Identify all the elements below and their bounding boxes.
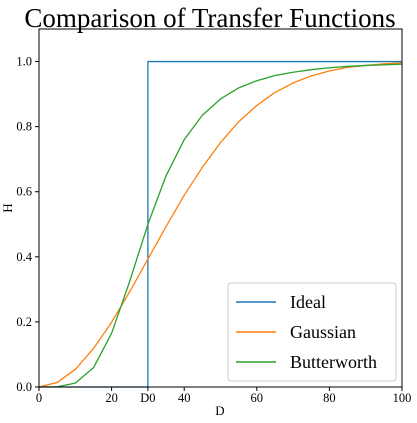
x-axis-label: D bbox=[215, 403, 224, 418]
y-tick-0.0-label: 0.0 bbox=[16, 380, 32, 394]
chart-title: Comparison of Transfer Functions bbox=[24, 3, 395, 33]
series-line-butterworth bbox=[38, 63, 403, 388]
legend-label-butterworth: Butterworth bbox=[290, 352, 377, 372]
x-axis-ticks: 0 20 40 60 80 100 D0 bbox=[36, 387, 412, 405]
y-tick-1.0-label: 1.0 bbox=[16, 55, 32, 69]
y-tick-0.2-label: 0.2 bbox=[16, 315, 32, 329]
plot-frame bbox=[38, 28, 403, 388]
x-tick-40-label: 40 bbox=[178, 391, 191, 405]
x-tick-100-label: 100 bbox=[393, 391, 412, 405]
legend-label-ideal: Ideal bbox=[290, 292, 326, 312]
y-tick-0.4-label: 0.4 bbox=[16, 250, 32, 264]
y-tick-0.6-label: 0.6 bbox=[16, 185, 32, 199]
x-tick-0-label: 0 bbox=[36, 391, 42, 405]
series-line-gaussian bbox=[38, 62, 403, 388]
x-tick-20-label: 20 bbox=[105, 391, 118, 405]
x-tick-60-label: 60 bbox=[251, 391, 264, 405]
x-tick-d0-label: D0 bbox=[140, 391, 155, 405]
legend-box bbox=[227, 282, 397, 382]
legend-label-gaussian: Gaussian bbox=[290, 322, 356, 342]
y-axis-label: H bbox=[0, 203, 15, 212]
x-tick-80-label: 80 bbox=[323, 391, 336, 405]
y-tick-0.8-label: 0.8 bbox=[16, 120, 32, 134]
legend: Ideal Gaussian Butterworth bbox=[227, 282, 397, 382]
y-axis-ticks: 0.0 0.2 0.4 0.6 0.8 1.0 bbox=[16, 55, 39, 394]
